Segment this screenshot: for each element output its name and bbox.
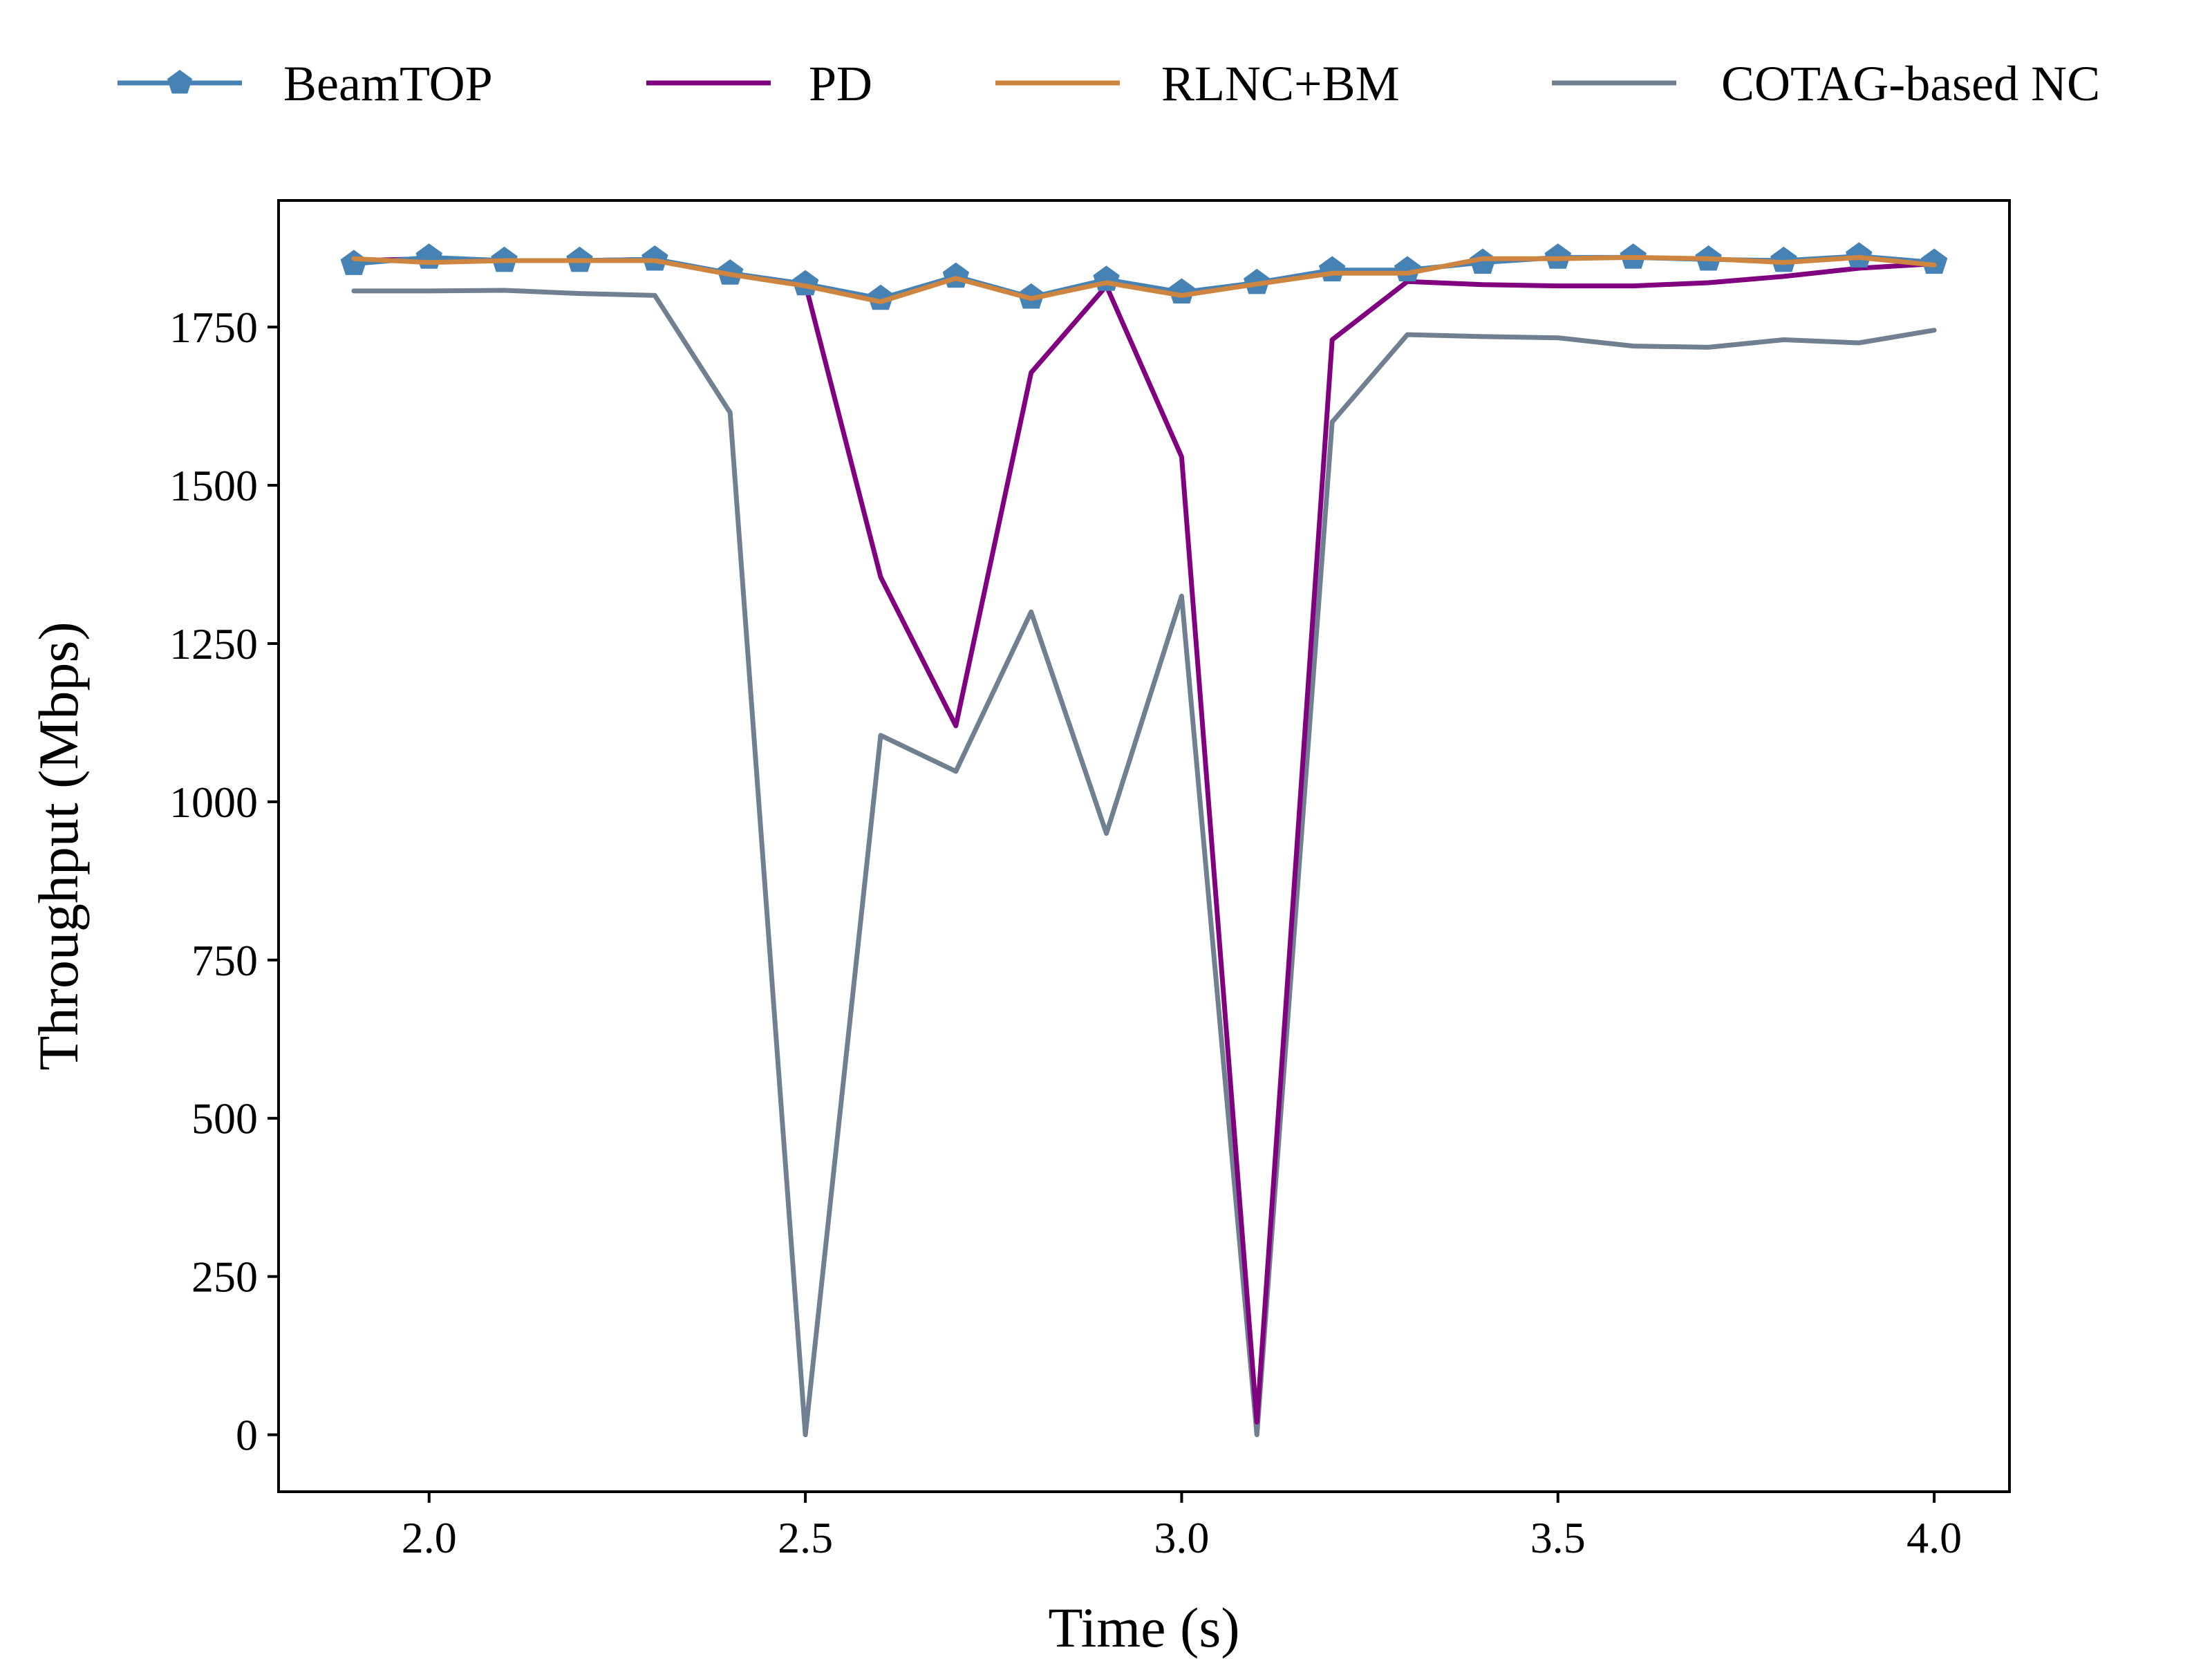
plot-frame [277,199,2011,1493]
y-axis: 0 250 500 750 1000 1250 1500 1750 [169,303,279,1460]
y-axis-label: Throughput (Mbps) [27,621,90,1070]
data-point-beamtop [1920,248,1948,274]
series-beamtop [340,242,1948,310]
x-axis-label: Time (s) [1048,1596,1239,1659]
y-tick-label: 250 [191,1253,258,1302]
y-tick-label: 750 [191,936,258,985]
series-layer [340,242,1948,1438]
legend-item-cotag-based-nc: COTAG-based NC [1552,56,2100,111]
data-point-beamtop [641,245,668,271]
x-tick-label: 4.0 [1906,1513,1962,1562]
data-point-beamtop [716,259,744,285]
series-cotag-based-nc [351,288,1937,1438]
y-tick-label: 1750 [169,303,258,352]
y-tick-label: 1500 [169,461,258,510]
series-rlnc-bm [351,254,1937,304]
legend-label-pd: PD [809,56,872,111]
x-tick-label: 3.0 [1154,1513,1209,1562]
data-point-beamtop [1318,256,1346,282]
data-point-beamtop [1770,246,1797,272]
y-tick-label: 1250 [169,619,258,668]
data-point-beamtop [1394,256,1421,282]
data-point-beamtop [340,250,368,275]
series-line-cotag-based-nc [351,288,1937,1438]
legend-label-rlnc-bm: RLNC+BM [1161,56,1400,111]
x-axis: 2.0 2.5 3.0 3.5 4.0 [402,1492,1962,1562]
legend-item-pd: PD [646,56,872,111]
data-point-beamtop [1846,242,1873,268]
series-line-pd [351,256,1937,1425]
legend-label-beamtop: BeamTOP [283,56,493,111]
y-tick-label: 0 [236,1411,258,1460]
y-tick-label: 1000 [169,778,258,827]
data-point-beamtop [867,284,894,310]
series-pd [351,256,1937,1425]
x-tick-label: 3.5 [1530,1513,1586,1562]
y-tick-label: 500 [191,1094,258,1143]
series-line-rlnc-bm [351,254,1937,304]
legend-item-rlnc-bm: RLNC+BM [995,56,1400,111]
data-point-beamtop [1544,243,1572,269]
x-tick-label: 2.0 [402,1513,457,1562]
legend-marker-beamtop [167,70,193,94]
x-tick-label: 2.5 [778,1513,833,1562]
legend: BeamTOP PD RLNC+BM COTAG-based NC [118,56,2100,111]
legend-label-cotag-based-nc: COTAG-based NC [1721,56,2100,111]
data-point-beamtop [1168,278,1195,304]
legend-item-beamtop: BeamTOP [118,56,493,111]
